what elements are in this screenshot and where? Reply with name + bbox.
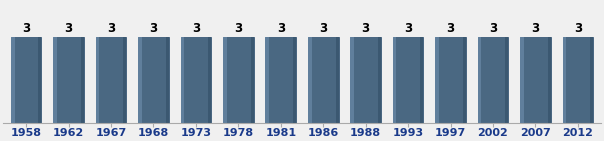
Bar — [53, 37, 57, 123]
Text: 3: 3 — [107, 22, 115, 35]
Bar — [350, 37, 354, 123]
Text: 3: 3 — [489, 22, 497, 35]
Bar — [562, 37, 593, 123]
Text: 3: 3 — [22, 22, 30, 35]
Bar — [562, 37, 567, 123]
Text: 3: 3 — [574, 22, 582, 35]
Bar — [478, 37, 509, 123]
Bar — [138, 37, 142, 123]
Bar — [165, 37, 169, 123]
Text: 3: 3 — [234, 22, 242, 35]
Text: 3: 3 — [362, 22, 370, 35]
Text: 3: 3 — [532, 22, 539, 35]
Bar — [11, 37, 14, 123]
Text: 3: 3 — [65, 22, 72, 35]
Bar — [223, 37, 254, 123]
Bar — [420, 37, 423, 123]
Bar — [590, 37, 593, 123]
Text: 3: 3 — [446, 22, 455, 35]
Bar — [393, 37, 423, 123]
Bar — [506, 37, 509, 123]
Bar — [520, 37, 524, 123]
Bar — [95, 37, 126, 123]
Bar — [53, 37, 84, 123]
Text: 3: 3 — [149, 22, 158, 35]
Bar — [266, 37, 296, 123]
Bar — [181, 37, 211, 123]
Bar — [223, 37, 226, 123]
Bar — [478, 37, 481, 123]
Bar — [336, 37, 338, 123]
Bar — [81, 37, 84, 123]
Text: 3: 3 — [319, 22, 327, 35]
Bar — [435, 37, 466, 123]
Bar — [548, 37, 551, 123]
Text: 3: 3 — [277, 22, 285, 35]
Bar — [435, 37, 439, 123]
Bar — [251, 37, 254, 123]
Bar — [11, 37, 42, 123]
Text: 3: 3 — [404, 22, 412, 35]
Bar — [39, 37, 42, 123]
Bar — [520, 37, 551, 123]
Bar — [266, 37, 269, 123]
Bar — [123, 37, 126, 123]
Bar — [350, 37, 381, 123]
Bar — [208, 37, 211, 123]
Bar — [308, 37, 338, 123]
Bar — [293, 37, 296, 123]
Bar — [393, 37, 396, 123]
Text: 3: 3 — [192, 22, 200, 35]
Bar — [95, 37, 100, 123]
Bar — [138, 37, 169, 123]
Bar — [463, 37, 466, 123]
Bar — [308, 37, 312, 123]
Bar — [181, 37, 184, 123]
Bar — [378, 37, 381, 123]
